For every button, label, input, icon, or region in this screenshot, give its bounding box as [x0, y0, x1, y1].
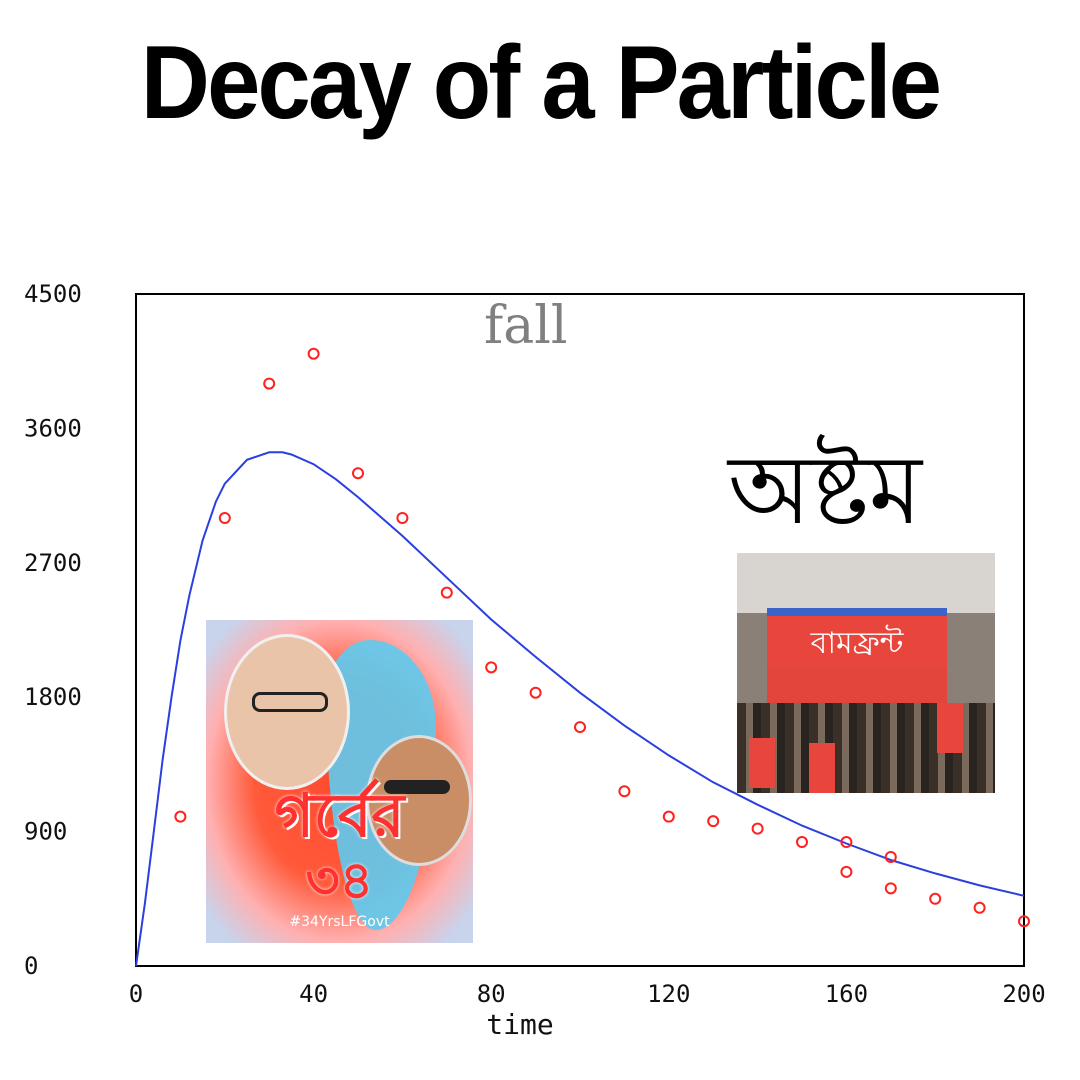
- x-tick-label: 0: [129, 980, 143, 1008]
- data-point: [796, 836, 808, 849]
- data-point: [352, 467, 364, 480]
- portrait-1: [224, 634, 350, 790]
- bengali-annotation: অষ্টম: [728, 434, 922, 546]
- poster-caption: গর্বের: [274, 781, 405, 851]
- x-tick-label: 120: [647, 980, 690, 1008]
- data-point: [218, 512, 231, 524]
- y-tick-label: 0: [24, 952, 38, 980]
- x-tick-label: 80: [477, 980, 506, 1008]
- y-tick-label: 3600: [24, 414, 82, 442]
- data-point: [174, 810, 187, 823]
- rally-banner: বামফ্রন্ট: [767, 608, 947, 676]
- poster-number: ৩৪: [305, 851, 374, 911]
- x-tick-label: 160: [825, 980, 868, 1008]
- data-point: [396, 512, 409, 524]
- x-tick-label: 40: [299, 980, 328, 1008]
- data-point: [840, 836, 853, 849]
- data-point: [884, 882, 897, 895]
- data-point: [263, 377, 276, 390]
- placard: [937, 703, 963, 753]
- data-point: [618, 785, 631, 798]
- fit-curve-line: [135, 451, 1025, 967]
- data-point: [662, 810, 675, 823]
- photo-right-rally: বামফ্রন্ট: [737, 553, 995, 793]
- x-axis-label: time: [486, 1008, 553, 1041]
- photo-left-poster: গর্বের ৩৪ #34YrsLFGovt: [206, 620, 473, 943]
- y-tick-label: 900: [24, 818, 67, 846]
- data-point: [574, 721, 586, 734]
- data-point: [929, 892, 942, 905]
- data-points: [174, 347, 1030, 928]
- rally-stage: [767, 668, 947, 708]
- y-tick-label: 2700: [24, 549, 82, 577]
- y-tick-label: 4500: [24, 280, 82, 308]
- data-point: [884, 850, 897, 863]
- x-axis: 0 40 80 120 160 200: [129, 980, 1046, 1008]
- y-axis: 0 900 1800 2700 3600 4500: [24, 280, 82, 980]
- placard: [749, 738, 775, 788]
- fall-annotation: fall: [484, 296, 568, 356]
- placard: [809, 743, 835, 793]
- plot-frame: [135, 293, 1025, 967]
- data-point: [840, 865, 853, 878]
- poster-hashtag: #34YrsLFGovt: [289, 914, 390, 930]
- rally-sky: [737, 553, 995, 613]
- data-point: [751, 822, 764, 835]
- data-point: [440, 586, 453, 599]
- x-tick-label: 200: [1002, 980, 1045, 1008]
- data-point: [485, 661, 498, 674]
- data-point: [529, 686, 542, 699]
- data-point: [973, 901, 986, 914]
- portrait-2: [366, 735, 472, 866]
- data-point: [707, 815, 720, 828]
- data-point: [307, 347, 320, 360]
- sunglasses-icon: [384, 780, 450, 794]
- data-point: [1018, 915, 1030, 928]
- y-tick-label: 1800: [24, 683, 82, 711]
- glasses-icon: [252, 692, 328, 712]
- meme-title: Decay of a Particle: [140, 25, 942, 141]
